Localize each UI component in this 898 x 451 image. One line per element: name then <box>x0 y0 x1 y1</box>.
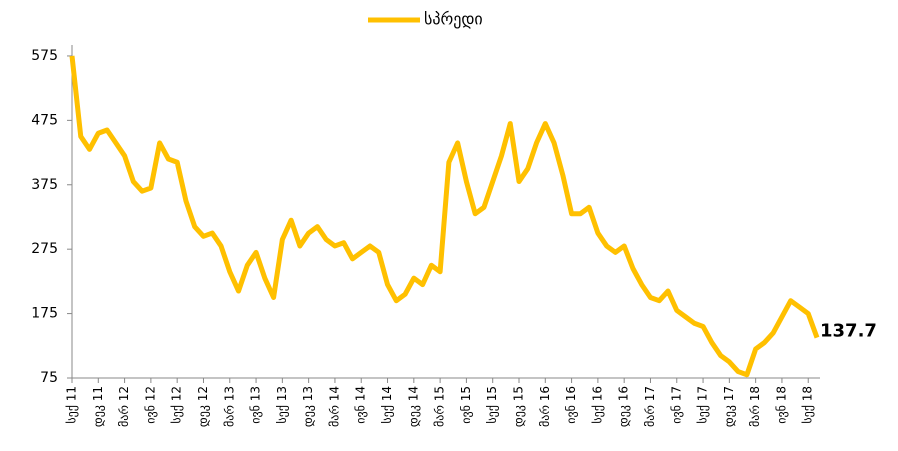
y-tick-label: 375 <box>31 177 58 193</box>
y-tick-label: 575 <box>31 48 58 64</box>
x-tick-label: ივნ 14 <box>354 386 368 424</box>
x-tick-label: ივნ 12 <box>143 386 157 424</box>
x-tick-label: ივნ 17 <box>669 386 683 424</box>
x-tick-label: დეკ 13 <box>301 386 315 427</box>
x-tick-label: მარ 14 <box>327 386 341 427</box>
y-tick-label: 75 <box>40 370 58 386</box>
x-tick-label: სექ 17 <box>696 386 710 424</box>
y-tick-label: 475 <box>31 112 58 128</box>
x-tick-label: მარ 15 <box>433 386 447 427</box>
x-tick-label: სექ 12 <box>170 386 184 424</box>
x-tick-label: სექ 16 <box>590 386 604 424</box>
legend-label: სპრედი <box>424 10 483 29</box>
x-tick-label: დეკ 15 <box>512 386 526 427</box>
x-tick-label: სექ 18 <box>801 386 815 424</box>
x-tick-label: მარ 18 <box>748 386 762 427</box>
x-tick-label: სექ 14 <box>380 386 394 424</box>
x-tick-label: დეკ 11 <box>91 386 105 427</box>
x-tick-label: მარ 13 <box>222 386 236 427</box>
x-tick-label: სექ 15 <box>485 386 499 424</box>
x-tick-label: ივნ 16 <box>564 386 578 424</box>
x-tick-label: ივნ 18 <box>774 386 788 424</box>
x-tick-label: დეკ 16 <box>617 386 631 427</box>
x-tick-label: სექ 11 <box>65 386 79 424</box>
x-tick-label: დეკ 17 <box>722 386 736 427</box>
x-tick-label: დეკ 14 <box>406 386 420 427</box>
x-tick-label: მარ 17 <box>643 386 657 427</box>
x-tick-label: მარ 16 <box>538 386 552 427</box>
x-tick-label: ივნ 15 <box>459 386 473 424</box>
line <box>69 55 820 378</box>
data-label: 137.7 <box>820 321 877 342</box>
x-tick-label: ივნ 13 <box>249 386 263 424</box>
y-tick-label: 175 <box>31 306 58 322</box>
x-tick-label: დეკ 12 <box>196 386 210 427</box>
x-tick-label: სექ 13 <box>275 386 289 424</box>
x-tick-label: მარ 12 <box>117 386 131 427</box>
y-tick-label: 275 <box>31 241 58 257</box>
